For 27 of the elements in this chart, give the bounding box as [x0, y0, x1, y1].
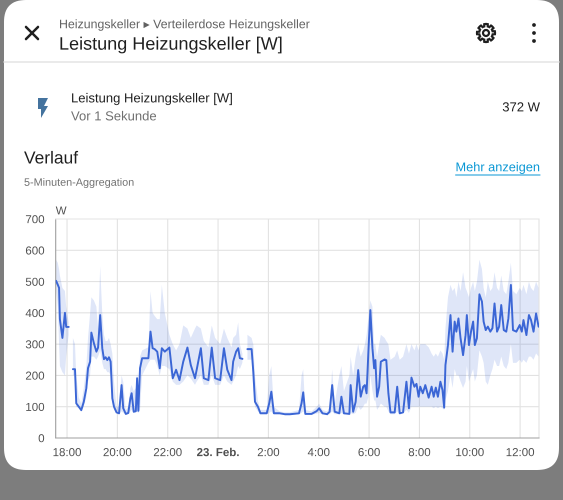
chart-subtitle: 5-Minuten-Aggregation [24, 178, 134, 188]
x-tick-label: 4:00 [308, 448, 330, 456]
x-tick-label: 22:00 [154, 448, 182, 456]
x-tick-label: 8:00 [408, 448, 430, 456]
text: Leistung Heizungskeller [W] [60, 36, 282, 54]
chart-title: Verlauf [24, 150, 78, 164]
x-tick-label: 2:00 [258, 448, 280, 456]
y-tick-label: 700 [26, 215, 44, 224]
y-tick-label: 0 [38, 434, 44, 442]
text: Heizungskeller ▸ Verteilerdose Heizungskeller [60, 19, 310, 31]
text: Vor 1 Sekunde [71, 110, 156, 121]
y-tick-label: 500 [26, 278, 44, 286]
y-tick-label: 400 [26, 308, 44, 318]
x-tick-label: 10:00 [456, 448, 484, 456]
x-tick-label: 6:00 [358, 448, 380, 456]
x-tick-label: 20:00 [104, 448, 132, 456]
y-tick-label: 300 [26, 340, 44, 348]
y-tick-label: 600 [26, 246, 44, 255]
x-tick-label: 12:00 [506, 448, 534, 456]
text: Leistung Heizungskeller [W] [72, 92, 232, 106]
text: Mehr anzeigen [456, 162, 540, 174]
x-tick-label: 23. Feb. [197, 448, 239, 456]
y-axis-title: W [56, 206, 67, 214]
y-tick-label: 100 [26, 402, 44, 412]
text: 372 W [502, 102, 540, 112]
y-tick-label: 200 [26, 372, 44, 380]
x-tick-label: 18:00 [53, 448, 81, 456]
